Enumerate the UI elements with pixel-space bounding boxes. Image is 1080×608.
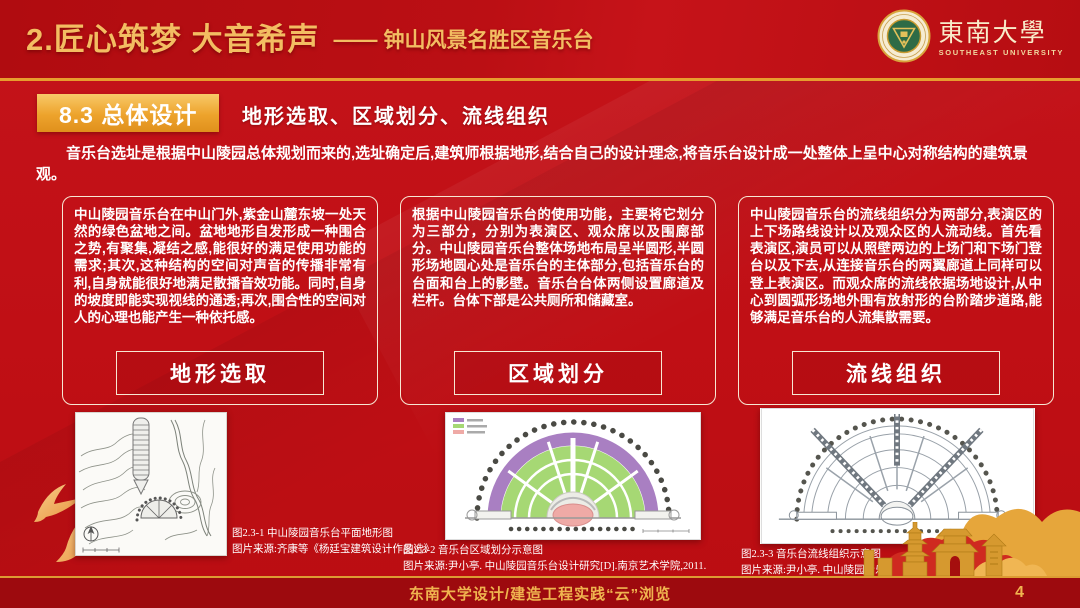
column-zoning: 根据中山陵园音乐台的使用功能，主要将它划分为三部分，分别为表演区、观众席以及围廊… xyxy=(400,196,716,576)
fig-zone-division-plan xyxy=(445,412,701,540)
page-title-sub: 钟山风景名胜区音乐台 xyxy=(383,29,594,52)
figure-caption-line1: 图2.3-2 音乐台区域划分示意图 xyxy=(403,545,543,556)
category-label-circulation: 流线组织 xyxy=(792,351,1000,395)
north-arrow-icon xyxy=(83,525,99,542)
doves-icon xyxy=(8,460,138,570)
fig-terrain-topographic-map xyxy=(75,412,227,556)
panel-body-text: 中山陵园音乐台在中山门外,紫金山麓东坡一处天然的绿色盆地之间。盆地地形自发形成一… xyxy=(74,207,366,325)
seu-seal-icon xyxy=(877,9,931,68)
logo-name-en: SOUTHEAST UNIVERSITY xyxy=(938,47,1064,57)
page-title-main: 2.匠心筑梦 大音希声 xyxy=(26,22,320,57)
category-label-zoning: 区域划分 xyxy=(454,351,662,395)
section-badge: 8.3 总体设计 xyxy=(37,94,220,132)
scale-bar xyxy=(82,547,120,553)
footer-text: 东南大学设计/建造工程实践“云”浏览 xyxy=(408,585,672,603)
text-panel: 中山陵园音乐台在中山门外,紫金山麓东坡一处天然的绿色盆地之间。盆地地形自发形成一… xyxy=(62,196,378,405)
slide-header: 2.匠心筑梦 大音希声 —— 钟山风景名胜区音乐台 東南大學 SOUTHEAST U… xyxy=(0,0,1080,81)
section-subtitle: 地形选取、区域划分、流线组织 xyxy=(242,106,550,128)
university-logo: 東南大學 SOUTHEAST UNIVERSITY xyxy=(877,9,1064,68)
intro-paragraph: 音乐台选址是根据中山陵园总体规划而来的,选址确定后,建筑师根据地形,结合自己的设… xyxy=(36,145,1028,184)
figure-caption: 图2.3-1 中山陵园音乐台平面地形图 图片来源:齐康等《杨廷宝建筑设计作品选》 xyxy=(232,526,434,559)
panel-body-text: 根据中山陵园音乐台的使用功能，主要将它划分为三部分，分别为表演区、观众席以及围廊… xyxy=(412,207,704,308)
panel-body-text: 中山陵园音乐台的流线组织分为两部分,表演区的上下场路线设计以及观众区的人流动线。… xyxy=(750,207,1042,325)
music-stage-fan xyxy=(135,496,183,522)
figure-caption-line1: 图2.3-1 中山陵园音乐台平面地形图 xyxy=(232,528,393,539)
logo-text: 東南大學 SOUTHEAST UNIVERSITY xyxy=(939,21,1064,57)
circulation-ramps xyxy=(810,413,984,508)
figure-caption-line2: 图片来源:尹小亭. 中山陵园音乐台设计研究[D].南京艺术学院,2011. xyxy=(403,561,707,573)
slide-footer: 东南大学设计/建造工程实践“云”浏览 4 xyxy=(0,576,1080,608)
logo-name-cn: 東南大學 xyxy=(938,19,1047,47)
title-separator: —— xyxy=(333,27,378,52)
figure-caption-line1: 图2.3-3 音乐台流线组织示意图 xyxy=(741,549,881,560)
zone-legend xyxy=(453,418,487,434)
figure-caption-line2: 图片来源:齐康等《杨廷宝建筑设计作品选》 xyxy=(232,544,435,556)
pagoda-skyline-icon xyxy=(860,521,1020,577)
text-panel: 中山陵园音乐台的流线组织分为两部分,表演区的上下场路线设计以及观众区的人流动线。… xyxy=(738,196,1054,405)
axis-stairs xyxy=(132,417,150,496)
column-terrain: 中山陵园音乐台在中山门外,紫金山麓东坡一处天然的绿色盆地之间。盆地地形自发形成一… xyxy=(62,196,434,576)
text-panel: 根据中山陵园音乐台的使用功能，主要将它划分为三部分，分别为表演区、观众席以及围廊… xyxy=(400,196,716,405)
page-number: 4 xyxy=(1015,584,1024,601)
page-title: 2.匠心筑梦 大音希声 —— 钟山风景名胜区音乐台 xyxy=(26,14,593,59)
category-label-terrain: 地形选取 xyxy=(116,351,324,395)
figure-caption: 图2.3-2 音乐台区域划分示意图 图片来源:尹小亭. 中山陵园音乐台设计研究[… xyxy=(403,543,706,576)
